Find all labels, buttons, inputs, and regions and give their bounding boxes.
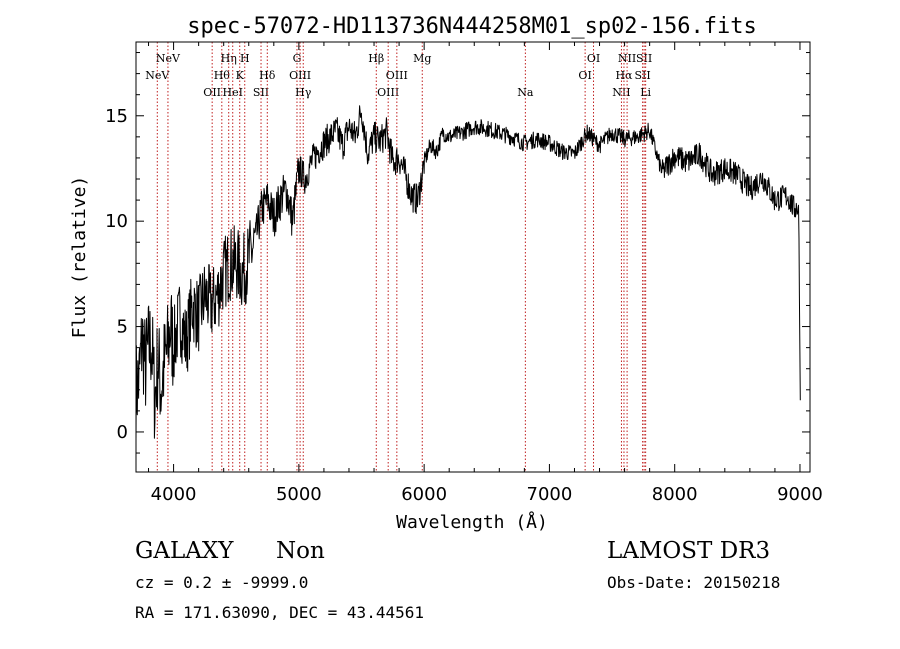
spectrum-line (135, 105, 801, 441)
coords-text: RA = 171.63090, DEC = 43.44561 (135, 603, 424, 622)
line-label-16: Mg (413, 52, 431, 65)
line-label-0: NeV (145, 69, 170, 82)
line-label-18: OI (578, 69, 591, 82)
line-label-2: OII (203, 86, 221, 99)
survey-label: LAMOST DR3 (607, 538, 771, 564)
line-label-20: NII (612, 86, 630, 99)
line-label-3: Hθ (214, 69, 231, 82)
x-tick-label-1: 5000 (276, 484, 322, 505)
line-label-24: SII (636, 52, 652, 65)
line-label-10: G (293, 52, 302, 65)
subclass-label: Non (276, 538, 325, 564)
line-label-12: Hγ (295, 86, 312, 99)
y-tick-label-1: 5 (117, 317, 128, 338)
spectrum-layer (135, 105, 801, 441)
line-label-9: Hδ (259, 69, 276, 82)
line-label-14: OIII (377, 86, 399, 99)
line-label-6: K (236, 69, 245, 82)
line-label-4: Hη (221, 52, 237, 65)
x-tick-label-5: 9000 (777, 484, 823, 505)
line-label-13: Hβ (368, 52, 384, 65)
line-label-22: NII (618, 52, 636, 65)
y-axis-label: Flux (relative) (69, 176, 90, 339)
line-label-23: SII (635, 69, 651, 82)
line-label-5: HeI (222, 86, 242, 99)
x-tick-label-0: 4000 (151, 484, 197, 505)
line-label-25: Li (640, 86, 651, 99)
line-label-19: OI (587, 52, 600, 65)
cz-text: cz = 0.2 ± -9999.0 (135, 573, 309, 592)
y-tick-label-0: 0 (117, 422, 128, 443)
axis-ticks: 4000 5000 6000 7000 8000 9000 0 5 10 15 (105, 42, 823, 505)
y-tick-label-2: 10 (105, 211, 128, 232)
plot-frame (135, 41, 811, 473)
emission-line-markers: NeVNeVOIIHθHηHeIKHSIIHδGOIIIHγHβOIIIOIII… (145, 42, 652, 472)
line-label-21: Hα (615, 69, 633, 82)
line-label-8: SII (253, 86, 269, 99)
class-label: GALAXY (135, 538, 234, 564)
x-axis-label: Wavelength (Å) (396, 511, 548, 533)
chart-title: spec-57072-HD113736N444258M01_sp02-156.f… (187, 14, 757, 39)
line-label-11: OIII (289, 69, 311, 82)
x-tick-label-3: 7000 (527, 484, 573, 505)
x-tick-label-2: 6000 (401, 484, 447, 505)
line-label-15: OIII (386, 69, 408, 82)
obs-date-text: Obs-Date: 20150218 (607, 573, 781, 592)
y-tick-label-3: 15 (105, 106, 128, 127)
line-label-1: NeV (156, 52, 181, 65)
line-label-17: Na (517, 86, 534, 99)
x-tick-label-4: 8000 (652, 484, 698, 505)
line-label-7: H (240, 52, 250, 65)
